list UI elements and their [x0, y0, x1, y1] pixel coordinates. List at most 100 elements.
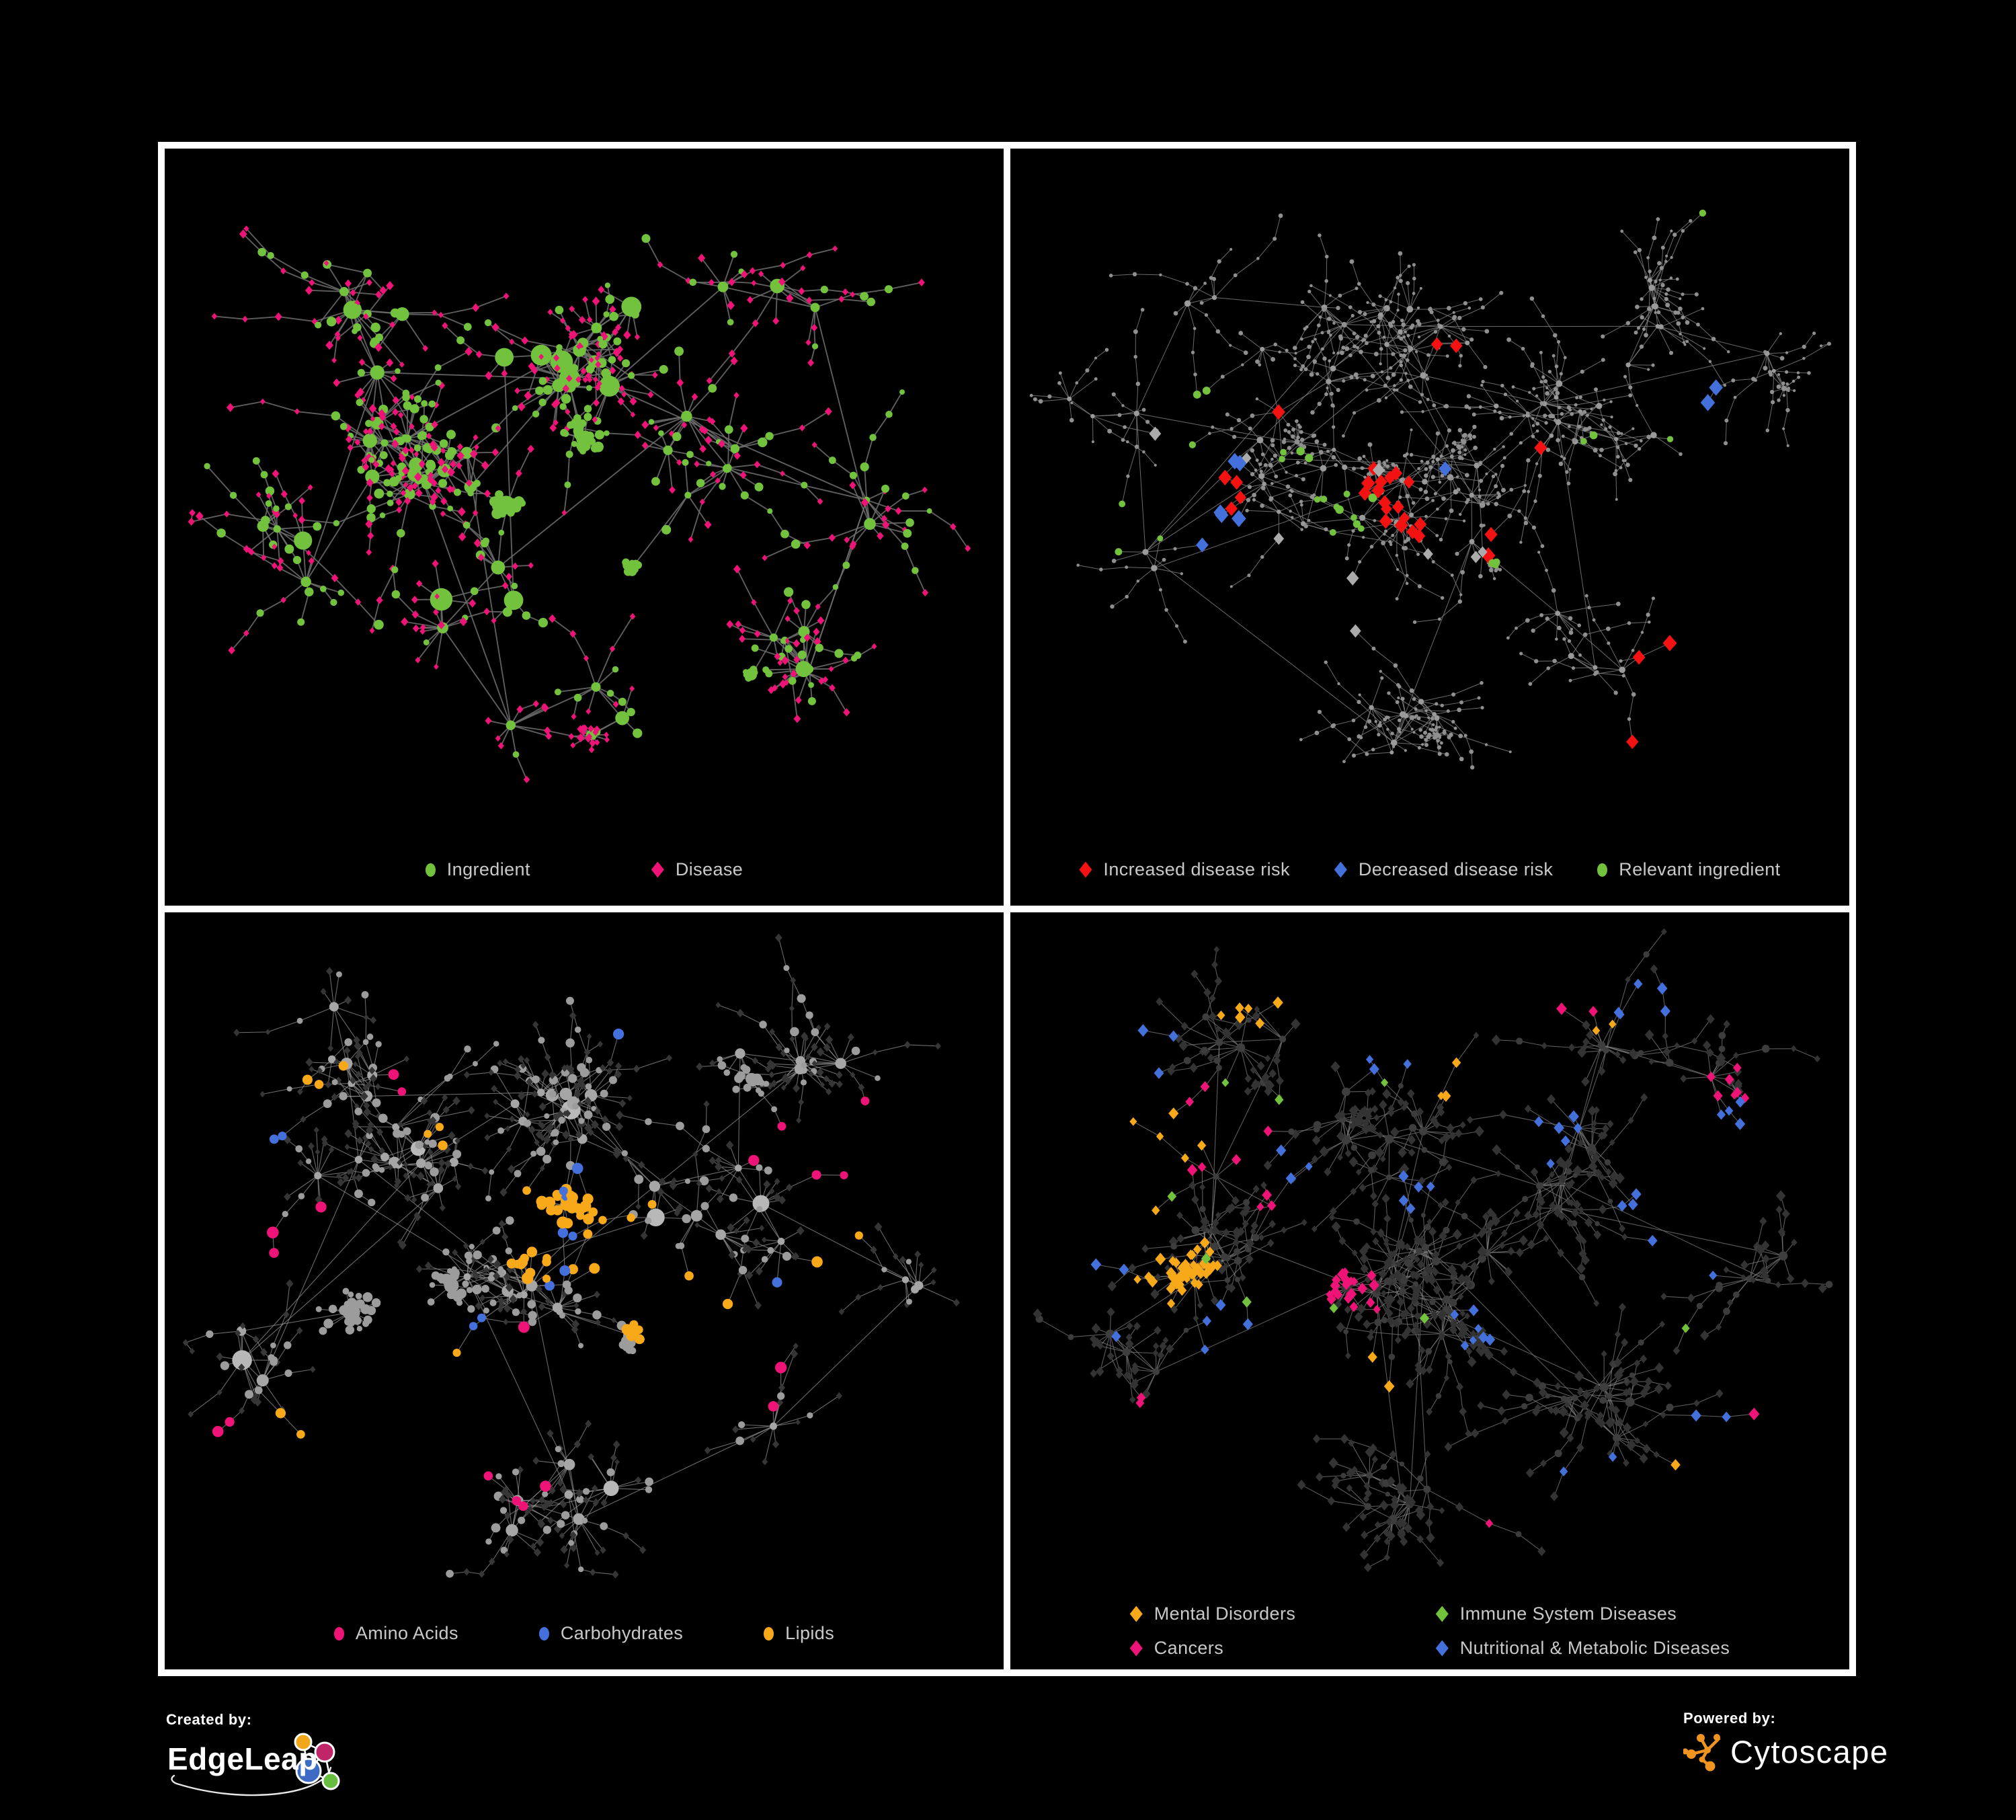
legend-item[interactable]: Relevant ingredient: [1597, 859, 1780, 880]
network-node: [247, 547, 253, 555]
network-node: [622, 1532, 629, 1540]
network-node: [1220, 1253, 1228, 1261]
macronutrients-network[interactable]: [165, 912, 1004, 1669]
network-node: [1455, 1382, 1463, 1392]
network-node: [899, 1255, 906, 1264]
network-node: [464, 1251, 473, 1260]
legend-item[interactable]: Mental Disorders: [1129, 1604, 1389, 1624]
network-node: [564, 1286, 573, 1295]
network-node: [1372, 1237, 1379, 1246]
network-node: [1305, 454, 1314, 463]
network-node: [881, 1267, 887, 1273]
network-node: [582, 376, 588, 383]
network-node: [1437, 1558, 1445, 1567]
network-node: [1230, 475, 1244, 490]
network-node: [608, 1076, 618, 1084]
network-node: [583, 1488, 590, 1495]
network-node: [1151, 565, 1158, 571]
legend-item[interactable]: Decreased disease risk: [1334, 859, 1553, 880]
network-node: [1324, 1167, 1332, 1177]
network-node: [732, 1085, 740, 1093]
network-node: [1502, 456, 1506, 460]
network-node: [1647, 278, 1652, 283]
network-node: [1382, 461, 1386, 465]
network-node: [483, 607, 490, 616]
network-node: [661, 524, 672, 535]
legend-item[interactable]: Increased disease risk: [1079, 859, 1289, 880]
network-node: [1200, 1224, 1207, 1232]
network-node: [1380, 676, 1384, 680]
network-node: [1796, 371, 1800, 374]
network-node: [1376, 324, 1381, 329]
network-node: [1412, 731, 1416, 734]
network-node: [1469, 493, 1474, 498]
network-node: [1215, 1064, 1222, 1071]
network-node: [1478, 1349, 1485, 1357]
legend-item[interactable]: Lipids: [764, 1623, 834, 1644]
network-node: [553, 419, 559, 426]
network-node: [278, 1132, 287, 1141]
network-node: [1254, 468, 1258, 472]
network-node: [1395, 1260, 1402, 1268]
legend-item[interactable]: Immune System Diseases: [1435, 1604, 1730, 1624]
network-nodes[interactable]: [182, 933, 960, 1579]
network-node: [1598, 1204, 1607, 1215]
network-node: [581, 724, 588, 732]
legend-item[interactable]: Cancers: [1129, 1638, 1389, 1659]
network-node: [1587, 605, 1591, 610]
legend-item[interactable]: Amino Acids: [333, 1623, 458, 1644]
network-node: [1234, 490, 1246, 505]
network-node: [735, 1436, 744, 1446]
network-node: [583, 1229, 593, 1239]
network-node: [1802, 356, 1806, 360]
network-node: [269, 1134, 279, 1144]
legend-item[interactable]: Nutritional & Metabolic Diseases: [1435, 1638, 1730, 1659]
network-node: [699, 498, 705, 506]
network-node: [1787, 387, 1791, 390]
network-node: [1243, 350, 1248, 355]
network-node: [1416, 1283, 1422, 1291]
ingredient-disease-network[interactable]: [165, 149, 1004, 906]
network-node: [366, 549, 372, 556]
legend-label: Cancers: [1154, 1638, 1224, 1658]
network-node: [1180, 1153, 1189, 1163]
legend-item[interactable]: Disease: [651, 859, 743, 880]
network-node: [552, 379, 566, 393]
network-node: [1326, 317, 1332, 321]
network-node: [622, 359, 631, 368]
disease-risk-network[interactable]: [1010, 149, 1849, 906]
edgeleap-node-magenta: [314, 1741, 335, 1763]
network-node: [1409, 715, 1414, 720]
network-node: [1600, 423, 1603, 426]
network-node: [1538, 1198, 1545, 1206]
legend-item[interactable]: Carbohydrates: [538, 1623, 683, 1644]
network-node: [1586, 1030, 1594, 1040]
network-node: [1519, 441, 1523, 445]
network-node: [1409, 1253, 1416, 1260]
network-node: [545, 1297, 551, 1305]
network-node: [431, 1271, 440, 1280]
network-node: [1424, 514, 1428, 518]
network-node: [1631, 692, 1636, 697]
network-node: [568, 1074, 577, 1083]
network-node: [566, 1064, 575, 1074]
network-node: [1405, 573, 1409, 578]
network-node: [1229, 247, 1233, 251]
network-node: [433, 1183, 444, 1193]
legend-item[interactable]: Ingredient: [425, 859, 530, 880]
network-node: [791, 539, 801, 549]
network-node: [1197, 1302, 1203, 1309]
network-node: [1371, 482, 1385, 499]
network-node: [1522, 414, 1525, 418]
network-nodes[interactable]: [1029, 209, 1832, 770]
network-node: [1383, 1538, 1391, 1546]
network-node: [189, 509, 196, 517]
network-node: [411, 595, 418, 604]
network-node: [1355, 1169, 1362, 1176]
network-node: [1398, 1083, 1404, 1089]
network-nodes[interactable]: [188, 225, 971, 784]
disease-classes-network[interactable]: [1010, 912, 1849, 1669]
network-node: [440, 447, 446, 454]
network-node: [523, 775, 530, 784]
network-node: [545, 1125, 552, 1134]
